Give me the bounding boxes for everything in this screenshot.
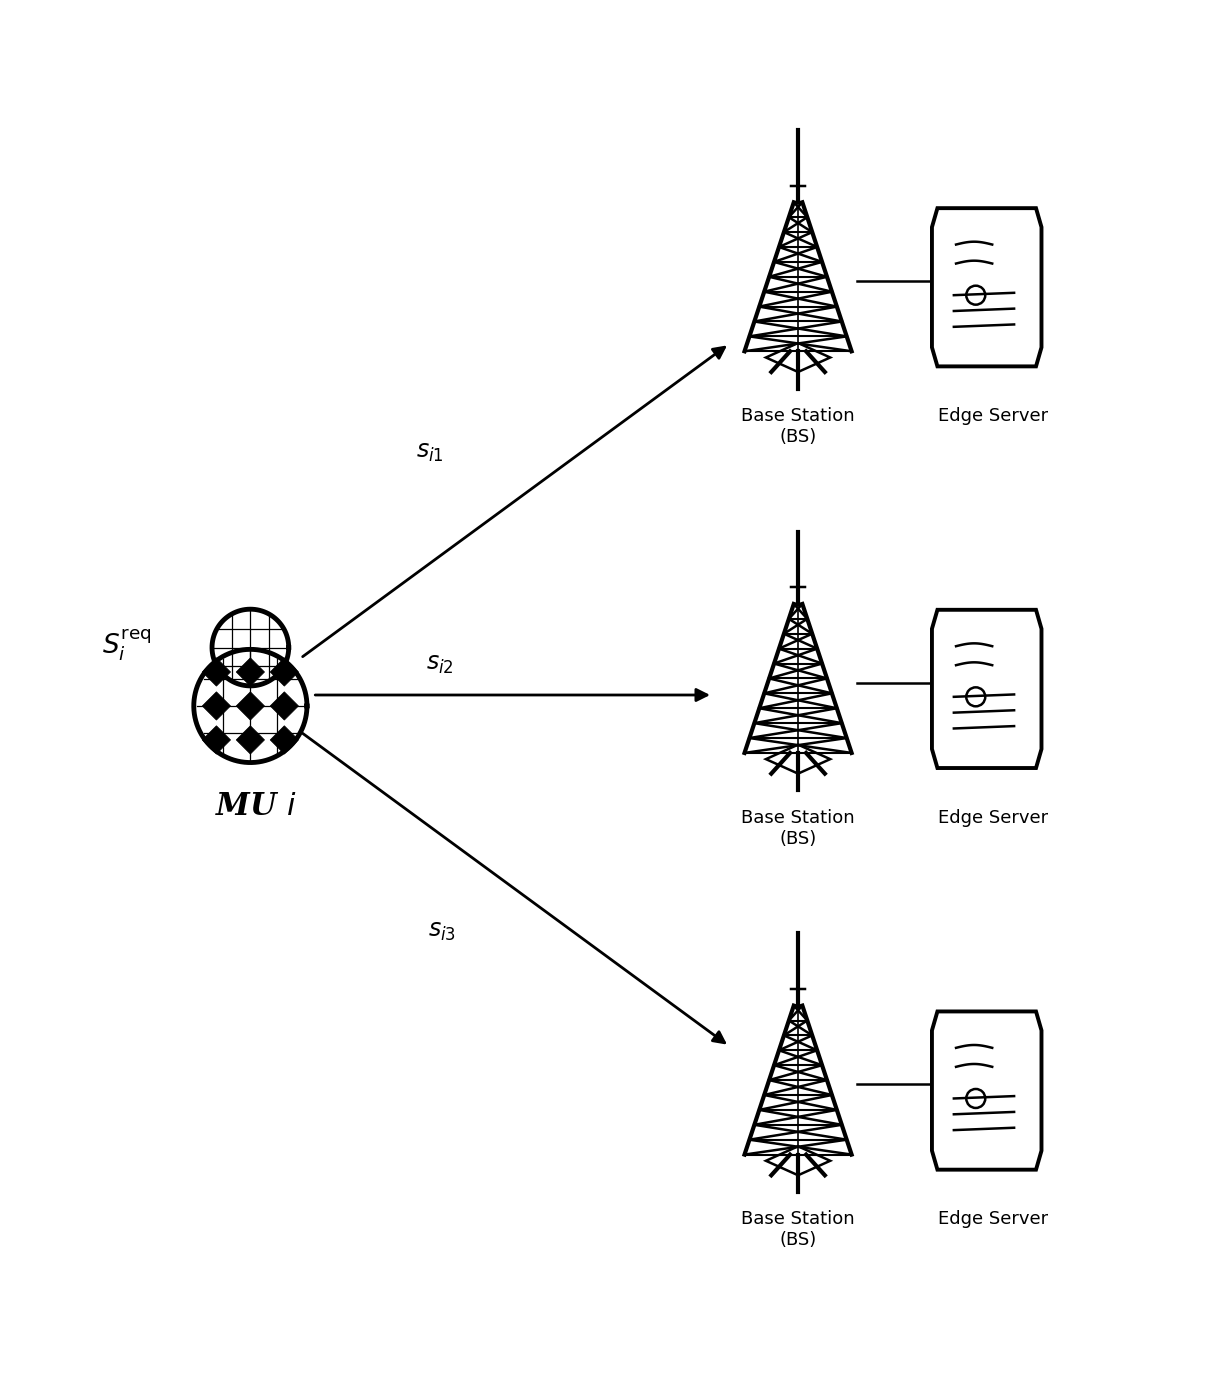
Polygon shape [202, 726, 230, 753]
Text: Base Station
(BS): Base Station (BS) [741, 1211, 854, 1250]
Polygon shape [270, 726, 298, 753]
Text: Edge Server: Edge Server [938, 809, 1048, 827]
Text: Base Station
(BS): Base Station (BS) [741, 407, 854, 446]
Text: Edge Server: Edge Server [938, 407, 1048, 425]
Text: $S_i^{\mathrm{req}}$: $S_i^{\mathrm{req}}$ [102, 627, 151, 663]
Text: MU $i$: MU $i$ [215, 791, 298, 821]
Text: Edge Server: Edge Server [938, 1211, 1048, 1229]
Polygon shape [202, 692, 230, 720]
Text: $s_{i3}$: $s_{i3}$ [428, 920, 455, 942]
Text: $s_{i2}$: $s_{i2}$ [426, 653, 453, 676]
Polygon shape [236, 692, 265, 720]
Text: Base Station
(BS): Base Station (BS) [741, 809, 854, 848]
Polygon shape [270, 692, 298, 720]
Polygon shape [202, 657, 230, 687]
Polygon shape [236, 657, 265, 687]
Polygon shape [270, 657, 298, 687]
Text: $s_{i1}$: $s_{i1}$ [416, 441, 443, 464]
Polygon shape [236, 726, 265, 753]
